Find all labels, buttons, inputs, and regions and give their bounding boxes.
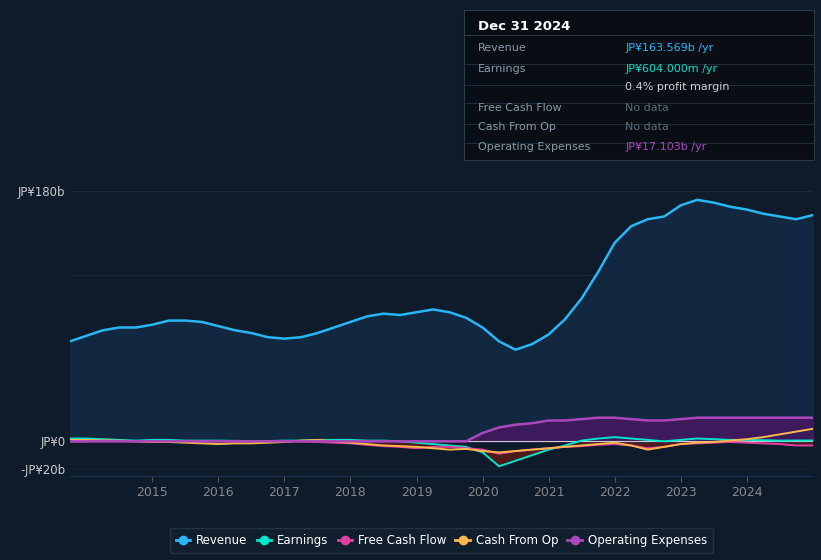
Text: 0.4% profit margin: 0.4% profit margin bbox=[625, 82, 730, 91]
Text: Operating Expenses: Operating Expenses bbox=[478, 142, 590, 152]
Text: Free Cash Flow: Free Cash Flow bbox=[478, 102, 562, 113]
Text: Cash From Op: Cash From Op bbox=[478, 122, 556, 132]
Text: Earnings: Earnings bbox=[478, 63, 526, 73]
Text: No data: No data bbox=[625, 102, 669, 113]
Text: JP¥163.569b /yr: JP¥163.569b /yr bbox=[625, 43, 713, 53]
Text: JP¥604.000m /yr: JP¥604.000m /yr bbox=[625, 63, 718, 73]
Text: Revenue: Revenue bbox=[478, 43, 526, 53]
Legend: Revenue, Earnings, Free Cash Flow, Cash From Op, Operating Expenses: Revenue, Earnings, Free Cash Flow, Cash … bbox=[170, 528, 713, 553]
Text: No data: No data bbox=[625, 122, 669, 132]
Text: JP¥17.103b /yr: JP¥17.103b /yr bbox=[625, 142, 706, 152]
Text: Dec 31 2024: Dec 31 2024 bbox=[478, 20, 571, 33]
